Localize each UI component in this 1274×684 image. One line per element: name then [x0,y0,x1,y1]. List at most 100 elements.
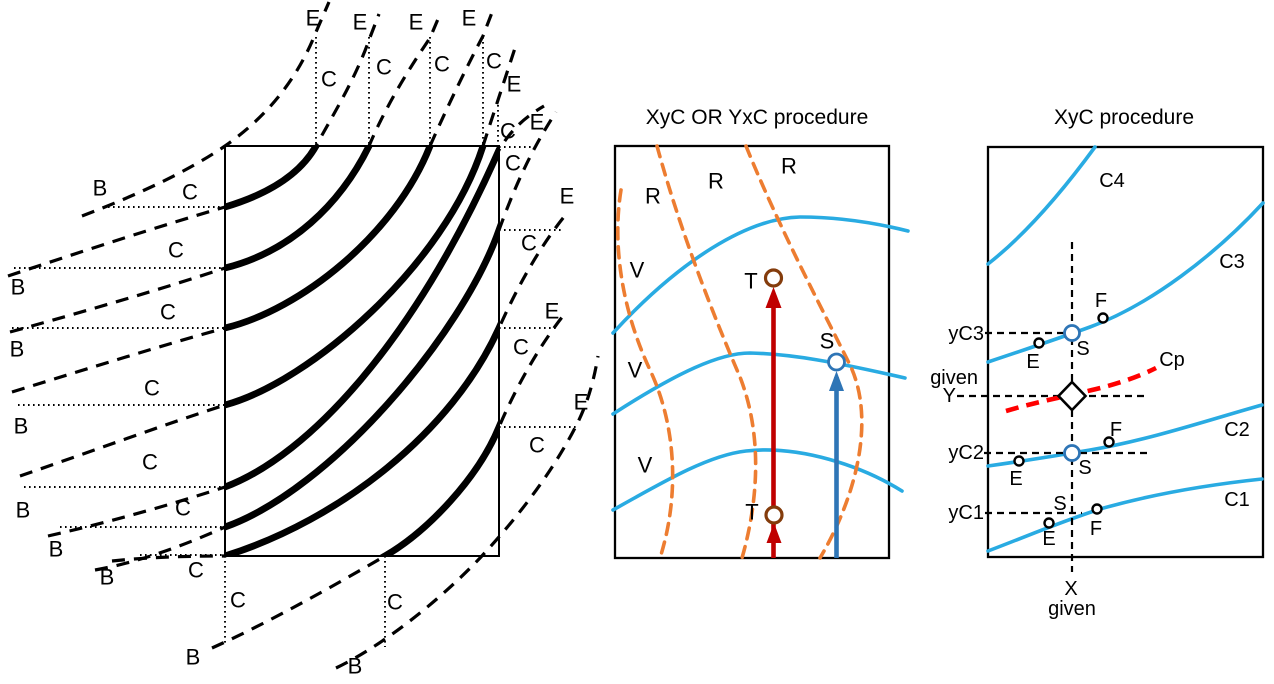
marker-E-C1 [1043,517,1055,529]
label-C: C [168,238,184,263]
curve-5-solid [225,146,499,491]
panel-middle-xyc-or-yxc: R R R V V V T T S [611,144,910,560]
label-C: C [500,119,516,144]
label-E: E [507,72,522,97]
label-E: E [306,6,321,31]
label-yC1: yC1 [948,502,984,524]
label-E: E [353,10,368,35]
label-C: C [175,496,191,521]
label-C: C [182,180,198,205]
curve-R2 [655,144,758,560]
label-C: C [434,52,450,77]
label-X-given-word: given [1048,598,1096,620]
label-B: B [348,654,363,679]
label-B: B [16,498,31,523]
arrow-red-head-mid [766,523,782,543]
label-B: B [93,176,108,201]
label-F: F [1110,419,1122,441]
label-C: C [144,376,160,401]
label-C: C [513,335,529,360]
frame-middle [613,144,891,560]
label-Y: Y [943,385,956,407]
marker-F-C1 [1091,503,1103,515]
label-B: B [10,337,25,362]
curve-Cp [1005,365,1158,414]
label-C: C [521,231,537,256]
label-C2: C2 [1224,419,1250,441]
label-E: E [462,6,477,31]
marker-T-bottom [764,505,784,525]
label-B: B [49,537,64,562]
curve-3-dashed [11,9,495,394]
marker-S [827,352,846,372]
curve-corner-top-dashed [81,1,331,218]
curve-R1 [616,188,675,560]
label-C: C [505,151,521,176]
label-E: E [545,299,560,324]
label-C: C [376,55,392,80]
label-yC3: yC3 [948,323,984,345]
label-Cp: Cp [1159,349,1185,371]
curve-C1 [986,477,1264,553]
frame-right [986,145,1265,559]
label-E: E [1009,468,1022,490]
curve-1-solid [225,146,320,211]
label-R: R [645,184,661,209]
label-E: E [409,10,424,35]
marker-T-top [763,268,784,288]
label-E: E [574,390,589,415]
frame-left [224,145,500,557]
marker-F-C3 [1097,312,1109,324]
right-panel-title: XyC procedure [1053,106,1195,129]
label-V: V [638,453,653,478]
marker-E-C2 [1013,455,1025,467]
curve-V1 [611,215,910,335]
label-C: C [230,588,246,613]
curve-6-solid [225,220,499,531]
label-C4: C4 [1099,170,1125,192]
label-C: C [321,67,337,92]
curve-4-solid [225,146,487,409]
curve-C4 [986,145,1097,266]
label-C: C [387,590,403,615]
label-S: S [1053,493,1066,515]
label-F: F [1090,518,1102,540]
label-C: C [188,558,204,583]
label-C: C [142,450,158,475]
label-B: B [186,645,201,670]
label-S: S [820,329,835,354]
label-C: C [486,49,502,74]
curve-V3 [611,448,904,512]
curve-V2 [611,351,907,416]
curve-C2 [986,403,1264,468]
label-T: T [744,269,757,294]
label-C3: C3 [1219,251,1245,273]
label-F: F [1095,290,1107,312]
label-yC2: yC2 [948,442,984,464]
curve-7-solid [225,319,499,556]
curve-2-solid [225,146,373,272]
label-S: S [1076,338,1089,360]
curve-R3 [744,144,864,560]
label-T: T [745,500,758,525]
arrow-blue-head [829,371,844,391]
label-E: E [530,110,545,135]
label-E: E [1026,351,1039,373]
curve-3-solid [225,146,434,332]
label-E: E [560,184,575,209]
marker-given-point-diamond [1056,380,1088,412]
label-given: given [930,367,978,389]
marker-S-C2 [1063,444,1081,462]
label-X-given-x: X [1064,578,1077,600]
label-B: B [14,414,29,439]
arrow-red-head-top [765,287,782,308]
marker-E-C3 [1033,337,1045,349]
marker-S-C3 [1063,324,1081,342]
label-C1: C1 [1224,489,1250,511]
label-V: V [630,258,645,283]
marker-F-C2 [1103,436,1115,448]
label-C: C [160,300,176,325]
